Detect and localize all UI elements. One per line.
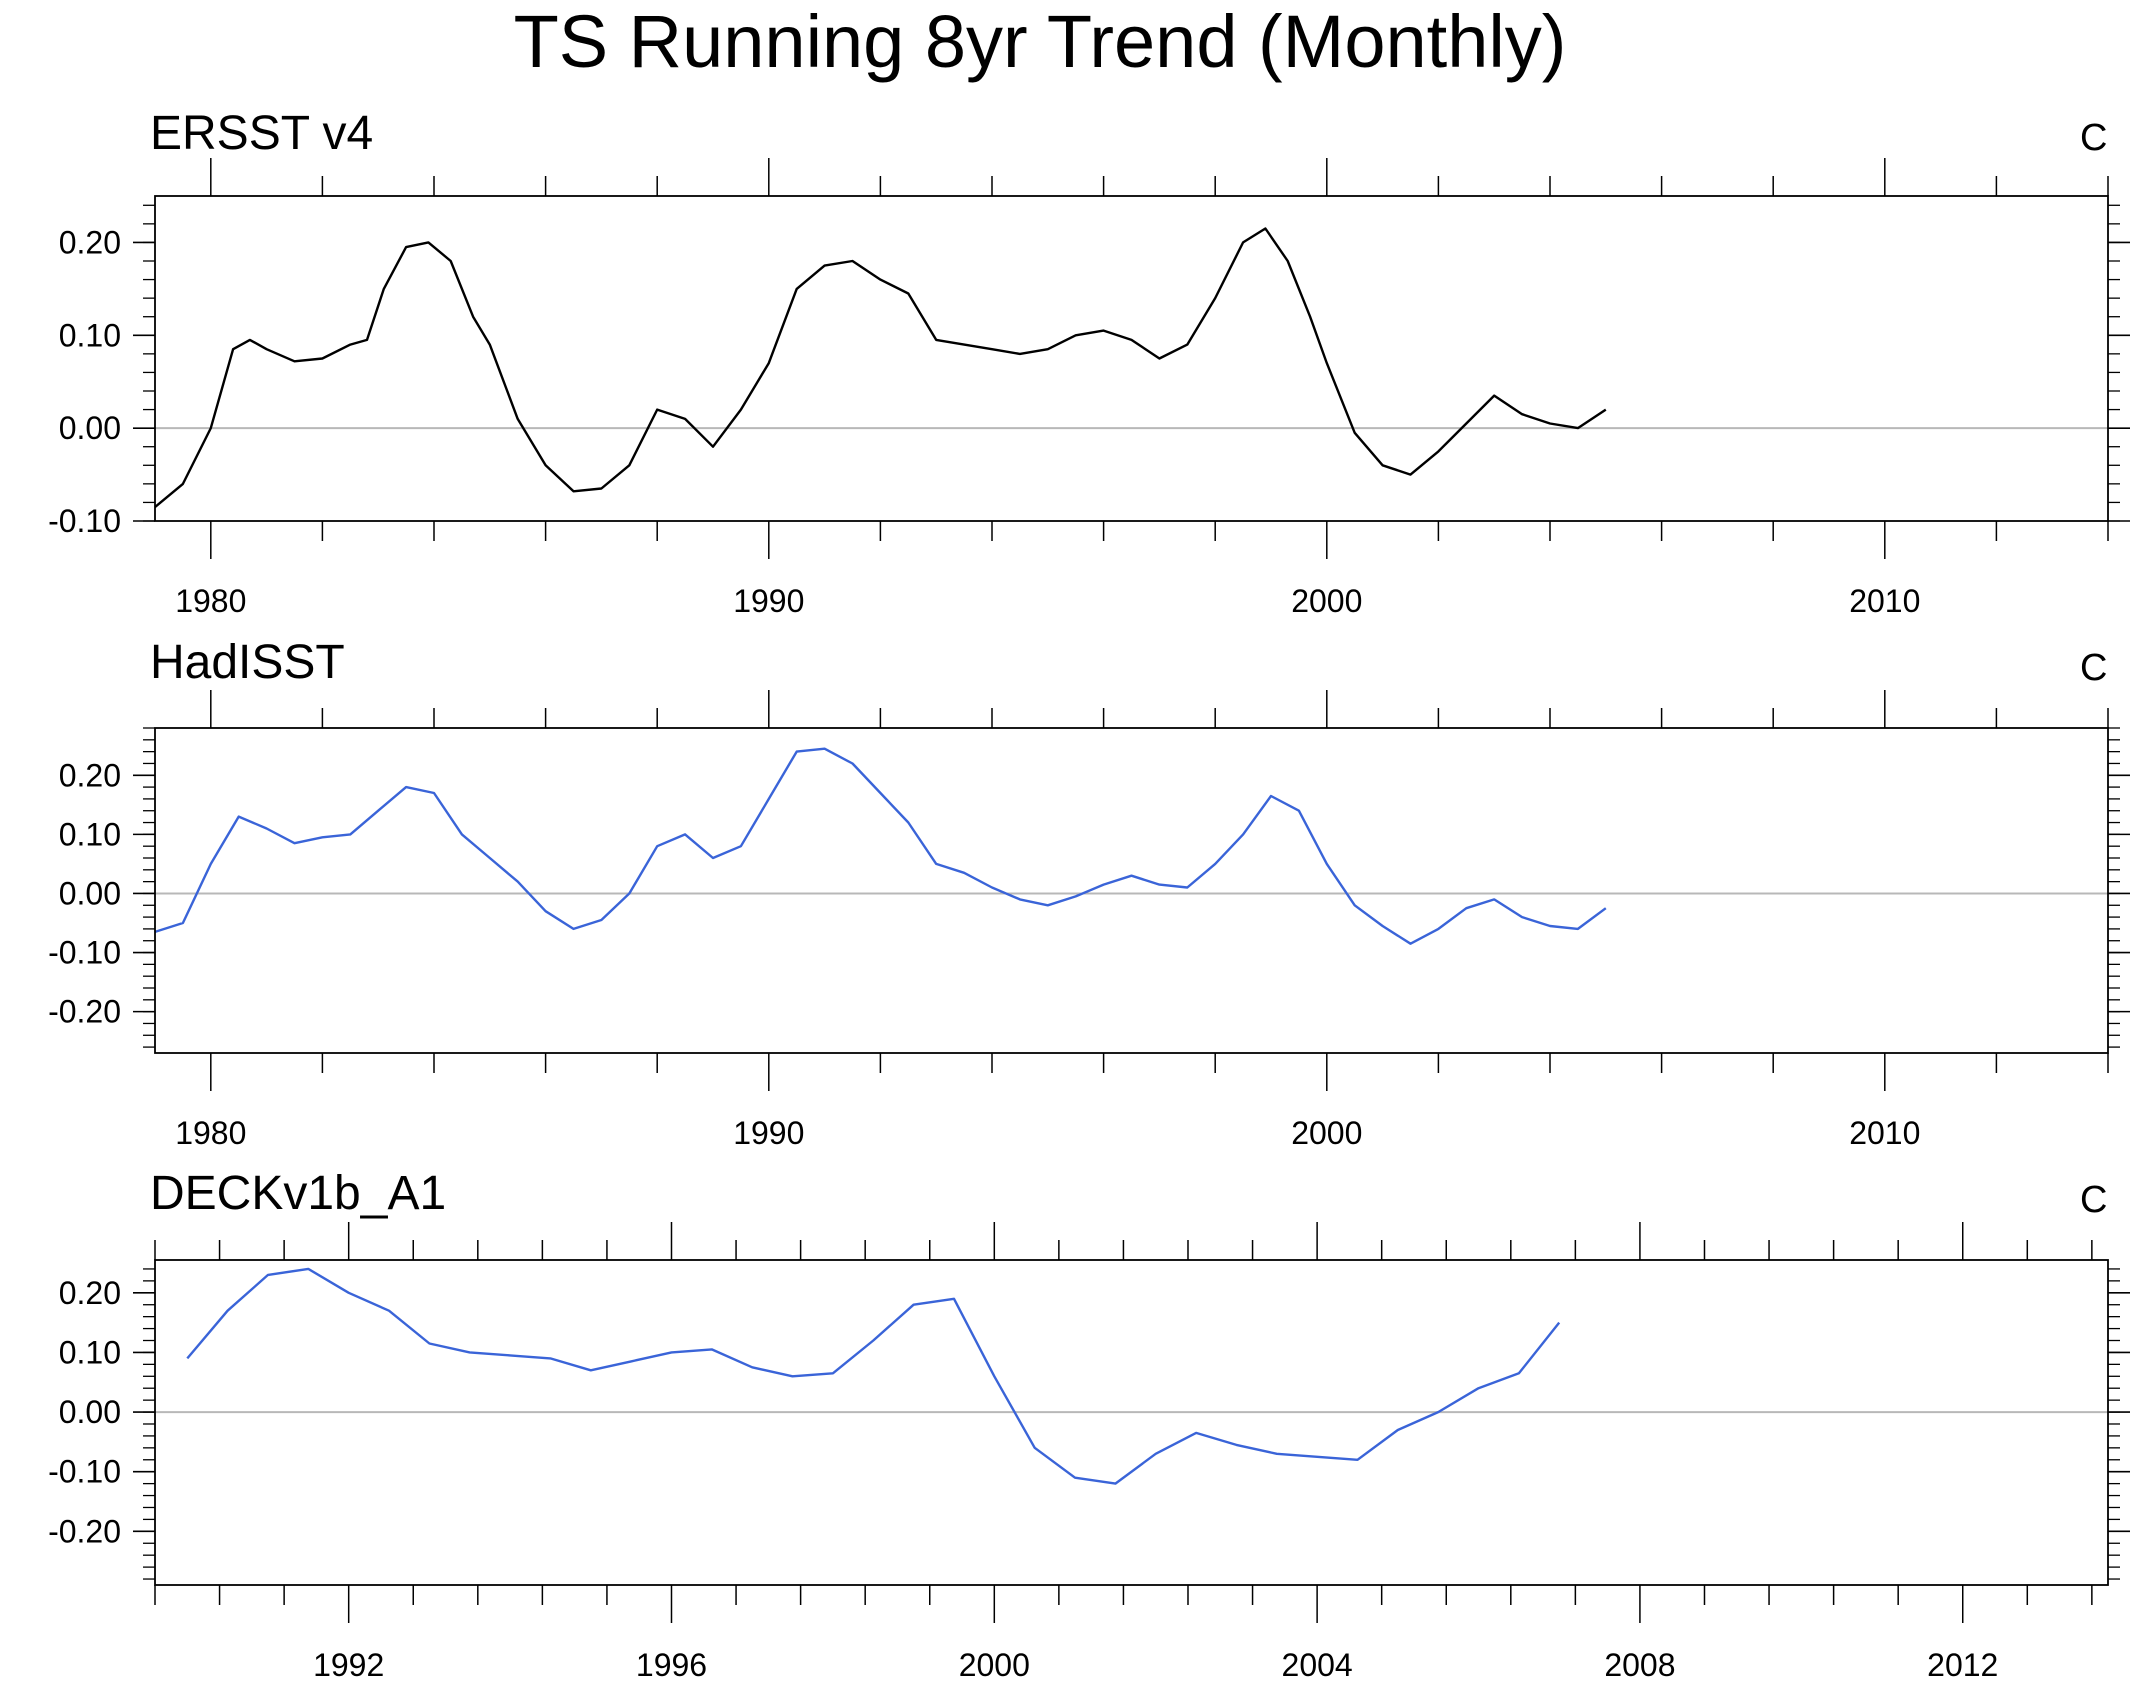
panel-3-x-tick-label: 1996 <box>636 1647 707 1683</box>
panel-2-y-tick-label: 0.10 <box>59 816 121 852</box>
panel-3-y-tick-label: 0.20 <box>59 1275 121 1311</box>
panel-1-plot-frame <box>154 195 2109 522</box>
panel-2-series-line <box>154 747 1607 945</box>
panel-3-x-tick-label: 2004 <box>1282 1647 1353 1683</box>
panel-2-x-tick-label: 2010 <box>1849 1115 1920 1151</box>
panel-2-y-tick-label: 0.00 <box>59 875 121 911</box>
panel-2-plot-frame <box>154 727 2109 1054</box>
panel-3-plot-frame <box>154 1259 2109 1586</box>
panel-2-title: HadISST <box>150 636 345 689</box>
panel-2-y-tick-label: -0.20 <box>48 994 121 1030</box>
panel-3-title: DECKv1b_A1 <box>150 1167 447 1220</box>
chart-title: TS Running 8yr Trend (Monthly) <box>513 0 1567 83</box>
panel-2-y-tick-label: -0.10 <box>48 935 121 971</box>
panel-1-units: C <box>2080 117 2108 159</box>
panel-3-series-line <box>186 1267 1561 1485</box>
panel-2-x-tick-label: 1990 <box>733 1115 804 1151</box>
panel-3-y-tick-label: 0.10 <box>59 1334 121 1370</box>
panel-1-y-tick-label: 0.20 <box>59 224 121 260</box>
panel-3-y-tick-label: 0.00 <box>59 1394 121 1430</box>
panel-3-y-tick-label: -0.10 <box>48 1454 121 1490</box>
panel-1-x-tick-label: 1990 <box>733 583 804 619</box>
panel-3-x-tick-label: 2012 <box>1927 1647 1998 1683</box>
panel-1-y-tick-label: 0.00 <box>59 410 121 446</box>
panel-3-y-tick-label: -0.20 <box>48 1513 121 1549</box>
panel-1-x-tick-label: 2000 <box>1291 583 1362 619</box>
panel-1-x-tick-label: 2010 <box>1849 583 1920 619</box>
panel-2-units: C <box>2080 647 2108 689</box>
panel-3-x-tick-label: 2008 <box>1604 1647 1675 1683</box>
panel-3-units: C <box>2080 1179 2108 1221</box>
panel-1-y-tick-label: 0.10 <box>59 317 121 353</box>
panel-3-x-tick-label: 2000 <box>959 1647 1030 1683</box>
panel-2-x-tick-label: 1980 <box>175 1115 246 1151</box>
panel-2-x-tick-label: 2000 <box>1291 1115 1362 1151</box>
panel-1-y-tick-label: -0.10 <box>48 503 121 539</box>
panel-3-x-tick-label: 1992 <box>313 1647 384 1683</box>
panel-1-x-tick-label: 1980 <box>175 583 246 619</box>
panel-1-title: ERSST v4 <box>150 107 374 160</box>
panel-2-y-tick-label: 0.20 <box>59 757 121 793</box>
panel-1-series-line <box>154 227 1607 509</box>
